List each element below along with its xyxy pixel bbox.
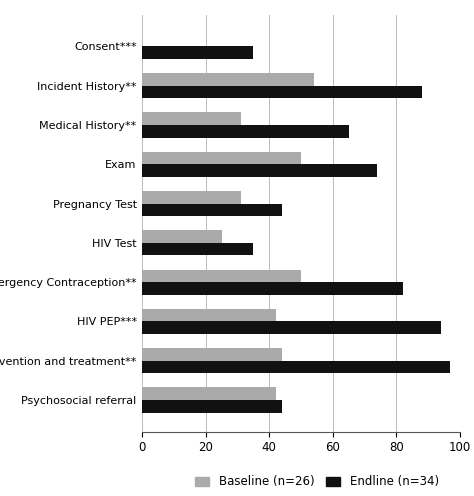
Bar [142, 243, 253, 255]
Bar [142, 113, 241, 125]
Bar [142, 152, 301, 164]
Bar [142, 361, 450, 373]
Bar [142, 387, 275, 400]
Bar [142, 86, 422, 98]
Bar [142, 164, 377, 177]
Bar [142, 309, 275, 321]
Bar [142, 125, 348, 137]
Bar [142, 269, 301, 282]
Bar [142, 400, 282, 413]
Bar [142, 47, 253, 59]
Bar [142, 230, 221, 243]
Bar [142, 73, 314, 86]
Legend: Baseline (n=26), Endline (n=34): Baseline (n=26), Endline (n=34) [190, 471, 444, 493]
Bar [142, 191, 241, 203]
Bar [142, 348, 282, 361]
Bar [142, 282, 402, 295]
Bar [142, 203, 282, 216]
Bar [142, 321, 441, 334]
